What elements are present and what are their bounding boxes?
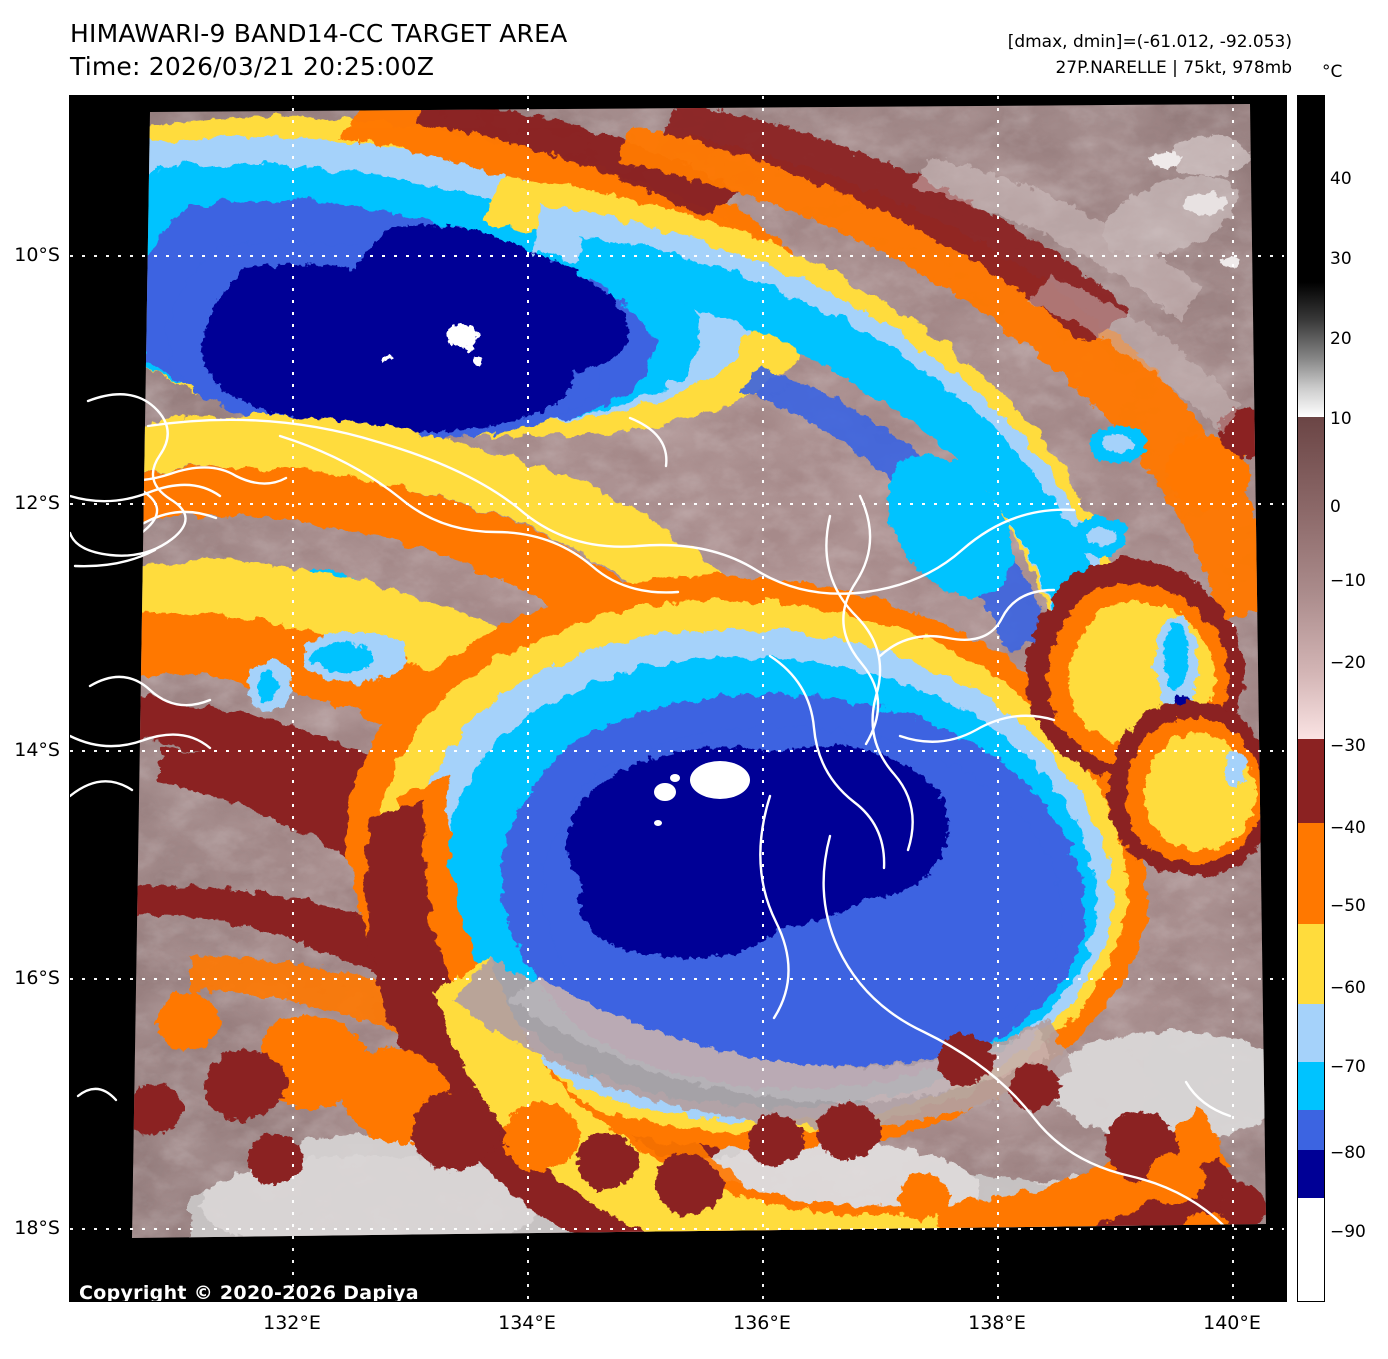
satellite-image-panel: Copyright © 2020-2026 Dapiya [69,95,1287,1302]
colorbar-tick-m90: −90 [1330,1222,1366,1242]
colorbar-tick-m60: −60 [1330,978,1366,998]
lat-label-16s: 16°S [14,967,60,989]
lat-label-10s: 10°S [14,244,60,266]
colorbar [1297,95,1325,1302]
timestamp-label: Time: 2026/03/21 20:25:00Z [70,52,435,81]
colorbar-band-white [1298,1198,1324,1301]
colorbar-band-navy [1298,1150,1324,1198]
lon-label-136e: 136°E [733,1312,791,1334]
colorbar-tick-m10: −10 [1330,571,1366,591]
lat-label-12s: 12°S [14,492,60,514]
lon-label-134e: 134°E [498,1312,556,1334]
colorbar-tick-40: 40 [1330,169,1352,189]
lat-label-18s: 18°S [14,1217,60,1239]
colorbar-tick-m30: −30 [1330,736,1366,756]
colorbar-tick-m40: −40 [1330,818,1366,838]
colorbar-band-orange [1298,823,1324,924]
colorbar-tick-m70: −70 [1330,1057,1366,1077]
colorbar-tick-30: 30 [1330,249,1352,269]
colorbar-brown-ramp [1298,417,1324,739]
colorbar-tick-m50: −50 [1330,896,1366,916]
colorbar-tick-0: 0 [1330,497,1341,517]
colorbar-band-yellow [1298,924,1324,1004]
lon-label-138e: 138°E [968,1312,1026,1334]
lon-label-132e: 132°E [263,1312,321,1334]
colorbar-units-label: °C [1322,62,1343,82]
colorbar-tick-m80: −80 [1330,1143,1366,1163]
colorbar-gray-ramp [1298,96,1324,417]
colorbar-band-darkred [1298,739,1324,823]
colorbar-band-blue [1298,1110,1324,1150]
satellite-raster [70,96,1284,1299]
lat-label-14s: 14°S [14,739,60,761]
lon-label-140e: 140°E [1203,1312,1261,1334]
dmax-dmin-label: [dmax, dmin]=(-61.012, -92.053) [1007,32,1292,52]
copyright-label: Copyright © 2020-2026 Dapiya [79,1282,419,1302]
colorbar-tick-20: 20 [1330,329,1352,349]
page-title: HIMAWARI-9 BAND14-CC TARGET AREA [70,19,568,48]
colorbar-tick-10: 10 [1330,409,1352,429]
storm-info-label: 27P.NARELLE | 75kt, 978mb [1055,58,1292,78]
colorbar-band-cyan [1298,1062,1324,1110]
colorbar-band-lightblue [1298,1004,1324,1062]
colorbar-tick-m20: −20 [1330,653,1366,673]
